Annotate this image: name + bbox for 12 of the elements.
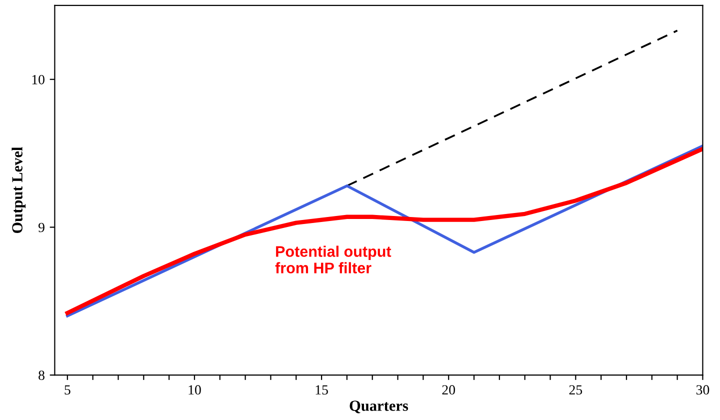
x-tick-label: 25 [569,385,582,395]
annotation: Potential output from HP filter [275,246,392,274]
y-tick-label: 8 [38,370,44,380]
y-tick-label: 9 [38,222,44,232]
y-tick-label: 10 [32,74,44,84]
x-tick-label: 15 [316,385,328,395]
x-tick-label: 20 [442,385,456,395]
x-tick-label: 30 [696,385,710,395]
x-tick-label: 5 [64,385,70,395]
x-axis-title: Quarters [350,400,408,414]
x-tick-label: 10 [188,385,201,395]
y-axis-title: Output Level [12,147,26,234]
